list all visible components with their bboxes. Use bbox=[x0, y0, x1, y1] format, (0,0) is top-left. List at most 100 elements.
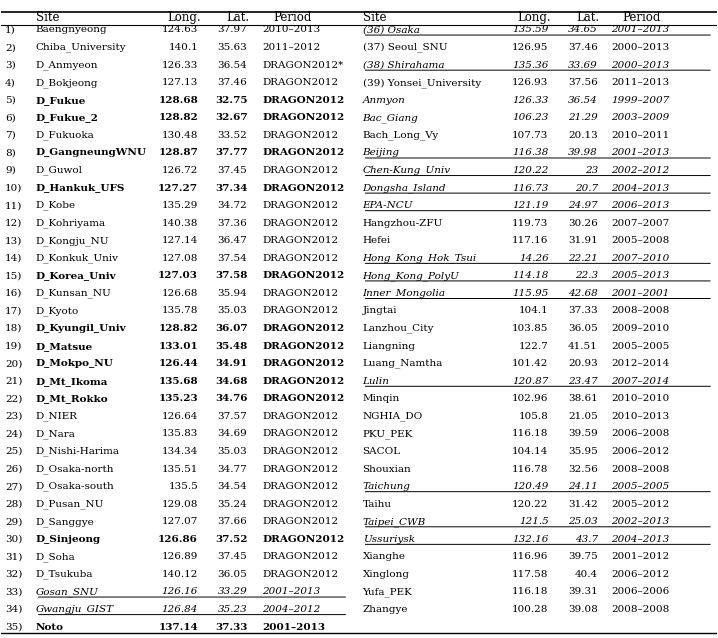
Text: 13): 13) bbox=[5, 236, 22, 245]
Text: 35.95: 35.95 bbox=[568, 447, 598, 456]
Text: 35.03: 35.03 bbox=[218, 447, 248, 456]
Text: 103.85: 103.85 bbox=[512, 324, 549, 333]
Text: D_Mt_Rokko: D_Mt_Rokko bbox=[36, 394, 108, 403]
Text: 135.59: 135.59 bbox=[512, 26, 549, 34]
Text: Minqin: Minqin bbox=[363, 394, 400, 403]
Text: D_Bokjeong: D_Bokjeong bbox=[36, 78, 98, 87]
Text: 35.94: 35.94 bbox=[218, 289, 248, 298]
Text: D_Mokpo_NU: D_Mokpo_NU bbox=[36, 359, 113, 368]
Text: 41.51: 41.51 bbox=[568, 341, 598, 351]
Text: D_GangneungWNU: D_GangneungWNU bbox=[36, 149, 146, 158]
Text: D_Pusan_NU: D_Pusan_NU bbox=[36, 500, 104, 509]
Text: 33.52: 33.52 bbox=[218, 131, 248, 140]
Text: 2000–2013: 2000–2013 bbox=[612, 61, 670, 70]
Text: 121.19: 121.19 bbox=[512, 201, 549, 210]
Text: 100.28: 100.28 bbox=[512, 605, 549, 614]
Text: DRAGON2012: DRAGON2012 bbox=[263, 376, 345, 386]
Text: DRAGON2012: DRAGON2012 bbox=[263, 535, 345, 544]
Text: 127.07: 127.07 bbox=[162, 517, 198, 526]
Text: 135.78: 135.78 bbox=[162, 306, 198, 315]
Text: 116.18: 116.18 bbox=[512, 429, 549, 438]
Text: D_Fukue_2: D_Fukue_2 bbox=[36, 114, 98, 122]
Text: 120.22: 120.22 bbox=[512, 500, 549, 508]
Text: (38) Shirahama: (38) Shirahama bbox=[363, 61, 444, 70]
Text: 2008–2008: 2008–2008 bbox=[612, 464, 670, 473]
Text: 43.7: 43.7 bbox=[575, 535, 598, 544]
Text: 2007–2014: 2007–2014 bbox=[612, 376, 670, 386]
Text: Site: Site bbox=[36, 11, 59, 24]
Text: 2006–2012: 2006–2012 bbox=[612, 570, 670, 579]
Text: 20): 20) bbox=[5, 359, 22, 368]
Text: Bach_Long_Vy: Bach_Long_Vy bbox=[363, 131, 439, 140]
Text: Bac_Giang: Bac_Giang bbox=[363, 113, 419, 122]
Text: 22.21: 22.21 bbox=[568, 254, 598, 263]
Text: Period: Period bbox=[273, 11, 312, 24]
Text: 39.31: 39.31 bbox=[568, 588, 598, 597]
Text: 2006–2008: 2006–2008 bbox=[612, 429, 670, 438]
Text: D_Matsue: D_Matsue bbox=[36, 341, 93, 351]
Text: DRAGON2012*: DRAGON2012* bbox=[263, 61, 344, 70]
Text: Shouxian: Shouxian bbox=[363, 464, 411, 473]
Text: 22.3: 22.3 bbox=[575, 271, 598, 280]
Text: 2004–2013: 2004–2013 bbox=[612, 184, 670, 193]
Text: DRAGON2012: DRAGON2012 bbox=[263, 114, 345, 122]
Text: 126.86: 126.86 bbox=[158, 535, 198, 544]
Text: 33.29: 33.29 bbox=[218, 588, 248, 597]
Text: (39) Yonsei_University: (39) Yonsei_University bbox=[363, 78, 481, 87]
Text: DRAGON2012: DRAGON2012 bbox=[263, 447, 339, 456]
Text: D_Sanggye: D_Sanggye bbox=[36, 517, 95, 526]
Text: 32): 32) bbox=[5, 570, 22, 579]
Text: D_Kyoto: D_Kyoto bbox=[36, 306, 79, 316]
Text: 37.46: 37.46 bbox=[218, 78, 248, 87]
Text: 124.63: 124.63 bbox=[162, 26, 198, 34]
Text: 135.23: 135.23 bbox=[159, 394, 198, 403]
Text: 135.68: 135.68 bbox=[159, 376, 198, 386]
Text: 2004–2013: 2004–2013 bbox=[612, 535, 670, 544]
Text: Inner_Mongolia: Inner_Mongolia bbox=[363, 288, 446, 298]
Text: 37.46: 37.46 bbox=[568, 43, 598, 52]
Text: 21.05: 21.05 bbox=[568, 412, 598, 421]
Text: 126.93: 126.93 bbox=[512, 78, 549, 87]
Text: 33): 33) bbox=[5, 588, 22, 597]
Text: 37.77: 37.77 bbox=[215, 149, 248, 158]
Text: 9): 9) bbox=[5, 166, 16, 175]
Text: Lulin: Lulin bbox=[363, 376, 389, 386]
Text: 4): 4) bbox=[5, 78, 16, 87]
Text: 35.23: 35.23 bbox=[218, 605, 248, 614]
Text: Baengnyeong: Baengnyeong bbox=[36, 26, 108, 34]
Text: 116.18: 116.18 bbox=[512, 588, 549, 597]
Text: 2005–2013: 2005–2013 bbox=[612, 271, 670, 280]
Text: 35.24: 35.24 bbox=[218, 500, 248, 508]
Text: Hong_Kong_Hok_Tsui: Hong_Kong_Hok_Tsui bbox=[363, 253, 477, 263]
Text: 37.56: 37.56 bbox=[568, 78, 598, 87]
Text: 34.65: 34.65 bbox=[568, 26, 598, 34]
Text: 8): 8) bbox=[5, 149, 16, 158]
Text: 35): 35) bbox=[5, 623, 22, 632]
Text: 126.84: 126.84 bbox=[162, 605, 198, 614]
Text: Site: Site bbox=[363, 11, 386, 24]
Text: 120.22: 120.22 bbox=[512, 166, 549, 175]
Text: 2): 2) bbox=[5, 43, 16, 52]
Text: 31.91: 31.91 bbox=[568, 236, 598, 245]
Text: D_Kunsan_NU: D_Kunsan_NU bbox=[36, 288, 111, 298]
Text: Noto: Noto bbox=[36, 623, 64, 632]
Text: 39.98: 39.98 bbox=[568, 149, 598, 158]
Text: D_NIER: D_NIER bbox=[36, 412, 78, 421]
Text: DRAGON2012: DRAGON2012 bbox=[263, 306, 339, 315]
Text: 42.68: 42.68 bbox=[568, 289, 598, 298]
Text: 24): 24) bbox=[5, 429, 22, 438]
Text: D_Kongju_NU: D_Kongju_NU bbox=[36, 236, 109, 246]
Text: 128.87: 128.87 bbox=[159, 149, 198, 158]
Text: 38.61: 38.61 bbox=[568, 394, 598, 403]
Text: 2003–2009: 2003–2009 bbox=[612, 114, 670, 122]
Text: 34.91: 34.91 bbox=[215, 359, 248, 368]
Text: D_Kyungil_Univ: D_Kyungil_Univ bbox=[36, 324, 126, 333]
Text: Beijing: Beijing bbox=[363, 149, 400, 158]
Text: Yufa_PEK: Yufa_PEK bbox=[363, 587, 412, 597]
Text: DRAGON2012: DRAGON2012 bbox=[263, 289, 339, 298]
Text: 140.1: 140.1 bbox=[168, 43, 198, 52]
Text: DRAGON2012: DRAGON2012 bbox=[263, 254, 339, 263]
Text: 37.97: 37.97 bbox=[218, 26, 248, 34]
Text: 11): 11) bbox=[5, 201, 22, 210]
Text: 126.33: 126.33 bbox=[162, 61, 198, 70]
